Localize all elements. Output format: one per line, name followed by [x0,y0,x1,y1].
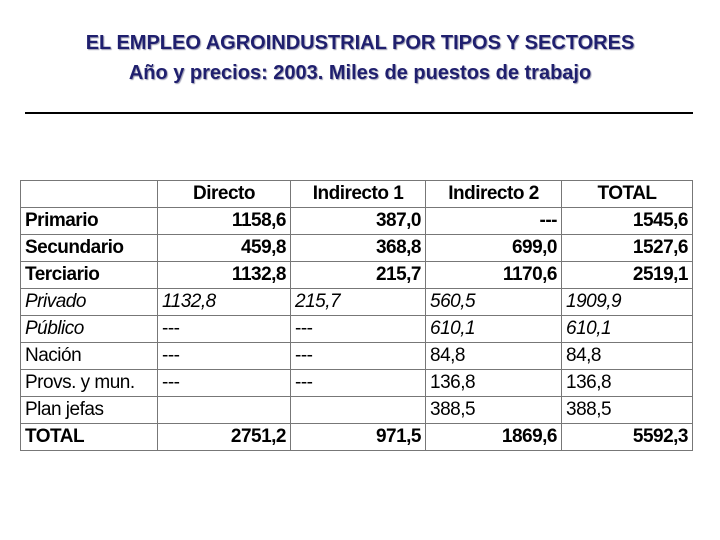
table-cell: 2751,2 [157,423,291,451]
row-label: TOTAL [20,423,158,451]
header-directo: Directo [157,180,291,208]
row-label: Público [20,315,158,343]
table-cell: 5592,3 [561,423,693,451]
table-cell: 84,8 [561,342,693,370]
table-cell: 971,5 [290,423,426,451]
table-cell: 388,5 [561,396,693,424]
table-cell: --- [157,315,291,343]
row-label: Terciario [20,261,158,289]
table-row: Primario 1158,6 387,0 --- 1545,6 [20,207,693,235]
table-cell: --- [290,369,426,397]
table-cell: --- [290,342,426,370]
table-cell: 136,8 [425,369,562,397]
table-cell: 388,5 [425,396,562,424]
header-indirecto-2: Indirecto 2 [425,180,562,208]
table-cell: 1132,8 [157,288,291,316]
table-cell [290,396,426,424]
table-row: Nación --- --- 84,8 84,8 [20,342,693,370]
table-cell: 387,0 [290,207,426,235]
table-cell: 1545,6 [561,207,693,235]
table-cell: 215,7 [290,288,426,316]
table-cell: 610,1 [561,315,693,343]
table-cell: 560,5 [425,288,562,316]
table-cell: 699,0 [425,234,562,262]
table-cell: 610,1 [425,315,562,343]
table-cell: 136,8 [561,369,693,397]
table-row: Privado 1132,8 215,7 560,5 1909,9 [20,288,693,316]
header-indirecto-1: Indirecto 1 [290,180,426,208]
table-cell: --- [290,315,426,343]
table-cell: 1527,6 [561,234,693,262]
table-cell: --- [157,369,291,397]
row-label: Privado [20,288,158,316]
table-cell [157,396,291,424]
page-title: EL EMPLEO AGROINDUSTRIAL POR TIPOS Y SEC… [85,32,635,54]
table-cell: --- [425,207,562,235]
row-label: Primario [20,207,158,235]
table-cell: 368,8 [290,234,426,262]
table-header-row: Directo Indirecto 1 Indirecto 2 TOTAL [20,180,693,208]
table-row: Público --- --- 610,1 610,1 [20,315,693,343]
table-row: Terciario 1132,8 215,7 1170,6 2519,1 [20,261,693,289]
row-label: Secundario [20,234,158,262]
table-total-row: TOTAL 2751,2 971,5 1869,6 5592,3 [20,423,693,451]
row-label: Plan jefas [20,396,158,424]
row-label: Provs. y mun. [20,369,158,397]
table-cell: 2519,1 [561,261,693,289]
table-cell: 1909,9 [561,288,693,316]
page-subtitle: Año y precios: 2003. Miles de puestos de… [128,62,592,84]
table-row: Plan jefas 388,5 388,5 [20,396,693,424]
table-cell: 1170,6 [425,261,562,289]
table-cell: 84,8 [425,342,562,370]
header-total: TOTAL [561,180,693,208]
header-cell-empty [20,180,158,208]
row-label: Nación [20,342,158,370]
table-row: Secundario 459,8 368,8 699,0 1527,6 [20,234,693,262]
table-cell: 459,8 [157,234,291,262]
employment-table: Directo Indirecto 1 Indirecto 2 TOTAL Pr… [20,180,693,451]
table-cell: 1132,8 [157,261,291,289]
table-cell: 215,7 [290,261,426,289]
title-divider [25,112,693,114]
table-cell: 1869,6 [425,423,562,451]
table-cell: --- [157,342,291,370]
table-cell: 1158,6 [157,207,291,235]
table-row: Provs. y mun. --- --- 136,8 136,8 [20,369,693,397]
